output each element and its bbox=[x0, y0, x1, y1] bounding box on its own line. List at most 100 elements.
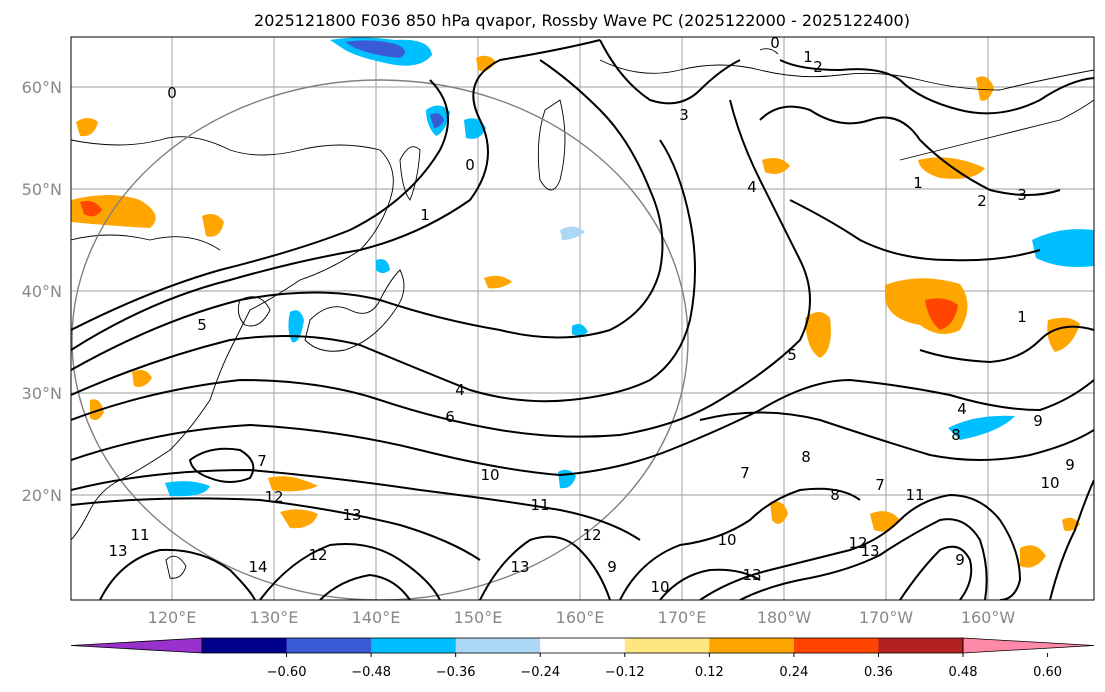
contour-label: 12 bbox=[582, 526, 601, 544]
shade-positive bbox=[925, 298, 958, 330]
colorbar-segment bbox=[455, 638, 541, 653]
contour-label: 12 bbox=[848, 534, 867, 552]
contour-label: 7 bbox=[740, 464, 750, 482]
shade-positive bbox=[976, 76, 994, 101]
contour-label: 13 bbox=[742, 566, 761, 584]
contour-label: 1 bbox=[803, 48, 813, 66]
shade-positive bbox=[202, 214, 224, 237]
colorbar: −0.60 −0.48 −0.36 −0.24 −0.12 0.12 0.24 0.36 0.4… bbox=[70, 637, 1095, 680]
colorbar-tick-label: 0.36 bbox=[864, 665, 893, 680]
contour-label: 0 bbox=[167, 84, 177, 102]
shade-positive bbox=[132, 370, 152, 387]
contour-label: 3 bbox=[679, 106, 689, 124]
contour-label: 1 bbox=[1017, 308, 1027, 326]
shade-negative bbox=[572, 324, 588, 336]
colorbar-segment bbox=[709, 638, 795, 653]
colorbar-tick-label: −0.60 bbox=[267, 665, 307, 680]
contour-label: 10 bbox=[480, 466, 499, 484]
colorbar-segment bbox=[878, 638, 964, 653]
longitude-label: 160°E bbox=[556, 608, 605, 627]
longitude-label: 160°W bbox=[961, 608, 1016, 627]
contour-label: 13 bbox=[108, 542, 127, 560]
longitude-label: 170°W bbox=[859, 608, 914, 627]
contour-label: 9 bbox=[1065, 456, 1075, 474]
latitude-labels: 60°N 50°N 40°N 30°N 20°N bbox=[22, 78, 62, 505]
contour-label: 5 bbox=[787, 346, 797, 364]
colorbar-extend-high bbox=[962, 637, 1095, 654]
contour-label: 10 bbox=[1040, 474, 1059, 492]
colorbar-segment bbox=[540, 638, 626, 653]
contour-label: 13 bbox=[860, 542, 879, 560]
contour-label: 0 bbox=[465, 156, 475, 174]
colorbar-segments bbox=[70, 637, 1095, 654]
longitude-label: 140°E bbox=[352, 608, 401, 627]
shade-positive bbox=[805, 312, 831, 358]
figure-title: 2025121800 F036 850 hPa qvapor, Rossby W… bbox=[254, 11, 910, 30]
contour-label: 8 bbox=[951, 426, 961, 444]
contour-label: 6 bbox=[445, 408, 455, 426]
longitude-label: 170°E bbox=[658, 608, 707, 627]
colorbar-outline bbox=[201, 637, 964, 654]
shade-positive bbox=[484, 275, 512, 289]
shade-positive bbox=[280, 509, 318, 529]
contour-label: 11 bbox=[130, 526, 149, 544]
shade-positive bbox=[90, 399, 104, 420]
shade-positive bbox=[1020, 545, 1046, 568]
longitude-label: 180°W bbox=[757, 608, 812, 627]
colorbar-tick-label: −0.12 bbox=[605, 665, 645, 680]
contour-label: 5 bbox=[197, 316, 207, 334]
latitude-label: 30°N bbox=[22, 384, 62, 403]
contour-label: 0 bbox=[770, 34, 780, 52]
colorbar-tick-label: −0.36 bbox=[436, 665, 476, 680]
colorbar-tick-label: 0.12 bbox=[695, 665, 724, 680]
colorbar-tick-label: 0.48 bbox=[949, 665, 978, 680]
colorbar-segment bbox=[793, 638, 879, 653]
shade-positive bbox=[268, 476, 318, 492]
contour-label: 14 bbox=[248, 558, 267, 576]
projection-circle bbox=[71, 79, 689, 600]
contour-label: 1 bbox=[913, 174, 923, 192]
latitude-label: 20°N bbox=[22, 486, 62, 505]
shade-negative bbox=[948, 415, 1015, 440]
contour-label: 7 bbox=[257, 452, 267, 470]
coastlines bbox=[71, 48, 1094, 579]
contour-label: 13 bbox=[342, 506, 361, 524]
longitude-label: 150°E bbox=[454, 608, 503, 627]
longitude-label: 120°E bbox=[148, 608, 197, 627]
longitude-labels: 120°E 130°E 140°E 150°E 160°E 170°E 180°W 170°W… bbox=[148, 608, 1016, 627]
colorbar-segment bbox=[202, 638, 288, 653]
shade-negative bbox=[1032, 229, 1094, 267]
contour-label: 8 bbox=[830, 486, 840, 504]
colorbar-segment bbox=[624, 638, 710, 653]
shade-positive bbox=[770, 501, 788, 524]
shade-negative bbox=[345, 40, 405, 58]
anomaly-shading bbox=[71, 37, 1094, 568]
contour-label: 9 bbox=[1033, 412, 1043, 430]
shade-positive bbox=[918, 157, 985, 179]
contour-label: 4 bbox=[455, 381, 465, 399]
colorbar-tick-label: 0.24 bbox=[779, 665, 808, 680]
colorbar-extend-low bbox=[70, 637, 203, 654]
colorbar-tick-label: 0.60 bbox=[1033, 665, 1062, 680]
contour-label: 2 bbox=[813, 58, 823, 76]
shade-positive bbox=[76, 118, 98, 137]
contour-label: 10 bbox=[650, 578, 669, 596]
contour-label: 9 bbox=[955, 551, 965, 569]
latitude-label: 60°N bbox=[22, 78, 62, 97]
contour-label: 10 bbox=[717, 531, 736, 549]
longitude-label: 130°E bbox=[250, 608, 299, 627]
contour-label: 11 bbox=[905, 486, 924, 504]
shade-negative bbox=[165, 481, 210, 497]
shade-positive bbox=[762, 158, 790, 174]
shade-positive bbox=[80, 201, 102, 217]
colorbar-tick-label: −0.24 bbox=[520, 665, 560, 680]
colorbar-segment bbox=[286, 638, 372, 653]
contour-label: 2 bbox=[977, 192, 987, 210]
contour-label: 4 bbox=[957, 400, 967, 418]
contour-label: 12 bbox=[264, 488, 283, 506]
contour-label: 1 bbox=[420, 206, 430, 224]
contour-label: 11 bbox=[530, 496, 549, 514]
latitude-label: 40°N bbox=[22, 282, 62, 301]
